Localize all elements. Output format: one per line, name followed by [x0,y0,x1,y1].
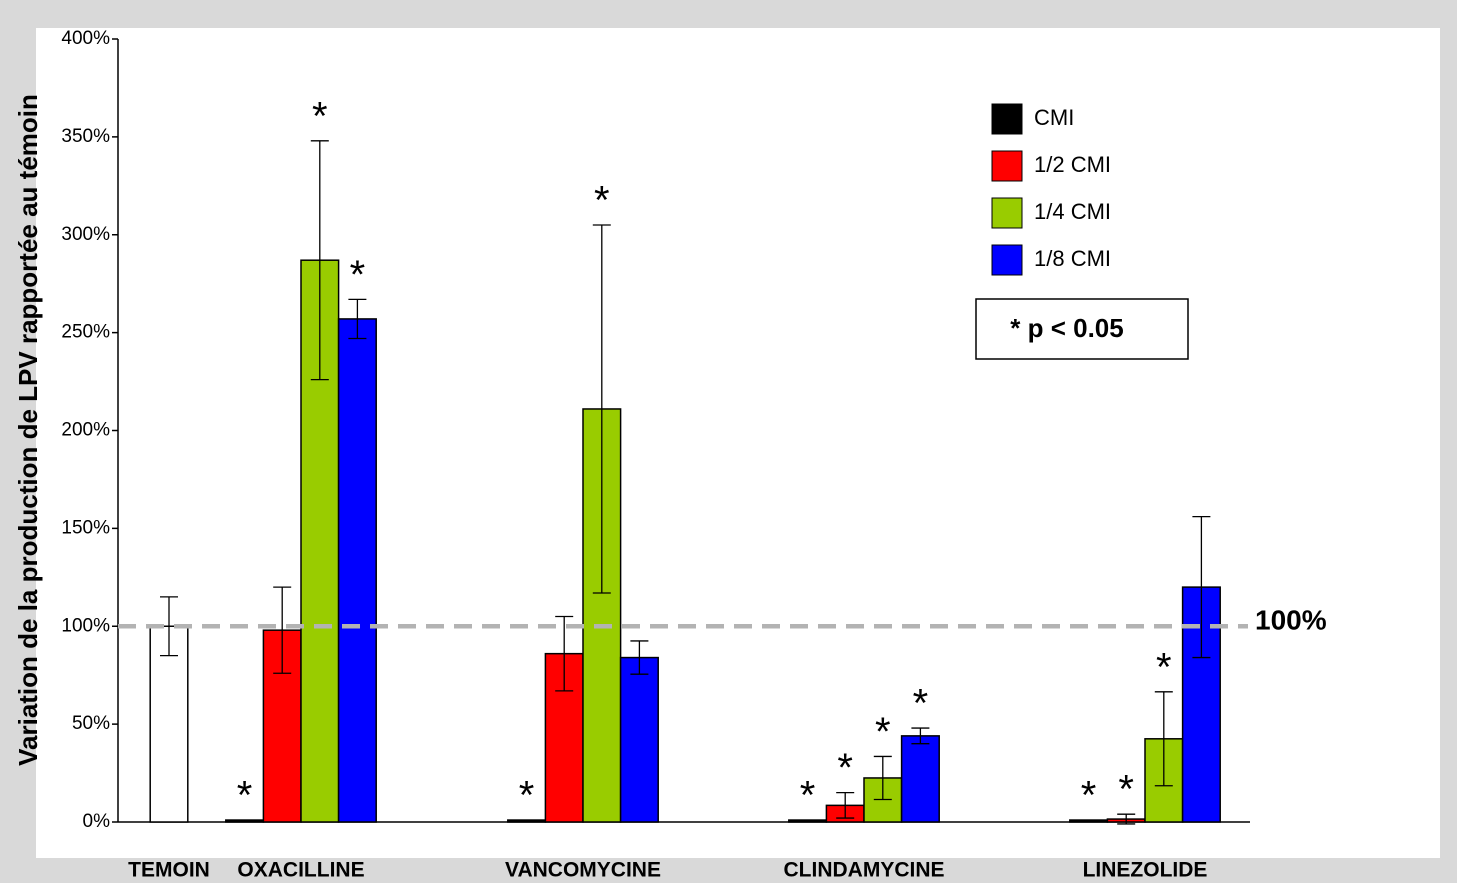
legend-swatch [991,103,1023,135]
note-box [975,298,1189,360]
y-tick-label: 50% [72,713,110,734]
significance-star: * [1156,645,1172,689]
reference-label: 100% [1255,605,1327,636]
significance-star: * [800,774,816,818]
bar [1069,819,1109,823]
significance-star: * [350,253,366,297]
y-tick-label: 200% [61,420,110,441]
y-tick-label: 250% [61,322,110,343]
y-axis-label: Variation de la production de LPV rappor… [13,94,43,766]
y-tick-label: 100% [61,615,110,636]
legend-label: CMI [1034,105,1074,130]
control-bar [149,625,189,823]
legend-label: 1/2 CMI [1034,152,1111,177]
y-tick-label: 150% [61,517,110,538]
x-tick-label: VANCOMYCINE [505,859,661,882]
significance-star: * [519,774,535,818]
significance-star: * [1118,768,1134,812]
y-tick-label: 0% [83,811,111,832]
bar [619,656,659,823]
bar [788,819,828,823]
bar [337,318,377,823]
y-tick-label: 300% [61,224,110,245]
significance-star: * [312,94,328,138]
x-tick-label: CLINDAMYCINE [784,859,945,882]
significance-star: * [1081,774,1097,818]
x-tick-label: OXACILLINE [237,859,364,882]
x-tick-label: TEMOIN [128,859,210,882]
bar [225,819,265,823]
legend-swatch [991,150,1023,182]
bar [507,819,547,823]
legend-swatch [991,244,1023,276]
significance-star: * [237,774,253,818]
y-tick-label: 350% [61,126,110,147]
bar [900,735,940,823]
significance-star: * [594,179,610,223]
plot-area [36,28,1440,858]
significance-star: * [875,710,891,754]
legend-label: 1/8 CMI [1034,246,1111,271]
y-tick-label: 400% [61,28,110,49]
legend-label: 1/4 CMI [1034,199,1111,224]
significance-star: * [837,746,853,790]
significance-note: * p < 0.05 [1010,313,1123,343]
legend-swatch [991,197,1023,229]
significance-star: * [913,682,929,726]
x-tick-label: LINEZOLIDE [1083,859,1208,882]
